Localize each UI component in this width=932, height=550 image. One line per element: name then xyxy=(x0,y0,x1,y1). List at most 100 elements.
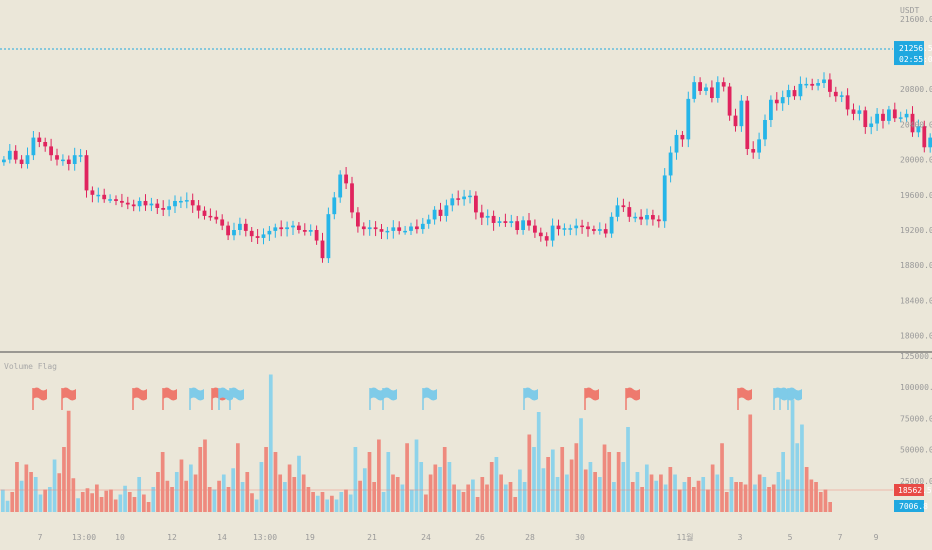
volume-bar xyxy=(522,482,527,512)
time-axis-label: 26 xyxy=(475,533,485,542)
candle xyxy=(450,193,455,212)
candlestick-series[interactable] xyxy=(2,30,932,263)
volume-bar xyxy=(400,484,405,512)
candle xyxy=(639,209,643,226)
price-axis-label: 19600.0 xyxy=(900,191,932,200)
flag-icon xyxy=(229,387,244,410)
volume-bar xyxy=(673,474,677,512)
volume-bar xyxy=(109,489,113,512)
volume-bar xyxy=(466,484,471,512)
candle xyxy=(721,77,726,92)
candle xyxy=(645,208,649,226)
candle xyxy=(621,198,626,212)
candle xyxy=(356,207,360,233)
candle xyxy=(415,219,419,234)
volume-bar xyxy=(62,447,66,512)
volume-bar xyxy=(184,480,189,512)
volume-bars xyxy=(1,374,832,512)
candle xyxy=(102,188,107,203)
volume-bar xyxy=(372,482,377,512)
candle xyxy=(574,218,579,236)
volume-bar xyxy=(386,452,391,512)
volume-bar xyxy=(532,447,536,512)
volume-bar xyxy=(15,462,19,512)
volume-bar xyxy=(43,489,48,512)
candle xyxy=(839,91,844,103)
candle xyxy=(680,131,685,147)
candle xyxy=(780,90,785,111)
indicator-label[interactable]: Volume Flag xyxy=(4,362,57,371)
volume-bar xyxy=(311,492,315,512)
candle xyxy=(19,155,24,169)
candle xyxy=(90,186,95,203)
candle xyxy=(208,208,213,221)
volume-bar xyxy=(29,472,33,512)
candle xyxy=(674,129,679,160)
candle xyxy=(881,109,885,129)
volume-bar xyxy=(687,477,691,512)
candle xyxy=(662,168,667,228)
candle xyxy=(249,227,254,242)
candle xyxy=(49,138,53,161)
volume-bar xyxy=(212,489,217,512)
candle xyxy=(55,148,59,166)
candle xyxy=(190,193,195,213)
candle xyxy=(757,132,761,160)
candle xyxy=(96,187,101,203)
candle xyxy=(338,170,343,203)
candle xyxy=(468,190,472,204)
volume-bar xyxy=(790,399,795,512)
volume-bar xyxy=(776,472,781,512)
candle xyxy=(403,225,407,235)
volume-bar xyxy=(485,484,489,512)
candle xyxy=(184,192,189,209)
volume-axis[interactable]: 125000.0 100000.0 75000.0 50000.0 25000.0 xyxy=(900,352,932,486)
candle xyxy=(710,80,714,103)
candle xyxy=(763,114,767,147)
time-axis-label: 7 xyxy=(838,533,843,542)
candle xyxy=(179,196,183,208)
candle xyxy=(869,116,874,135)
volume-bar xyxy=(254,499,259,512)
volume-axis-label: 125000.0 xyxy=(900,352,932,361)
candle xyxy=(916,119,921,138)
candle xyxy=(361,222,366,236)
volume-bar xyxy=(508,482,513,512)
candle xyxy=(420,217,425,234)
candle xyxy=(2,156,6,166)
candle xyxy=(769,95,773,128)
candle xyxy=(379,224,384,239)
volume-bar xyxy=(804,467,809,512)
candle xyxy=(7,144,12,164)
volume-bar xyxy=(142,494,146,512)
candle xyxy=(114,195,118,206)
volume-axis-label: 75000.0 xyxy=(900,414,932,423)
candle xyxy=(485,209,490,226)
candle xyxy=(544,232,549,247)
volume-bar xyxy=(367,452,372,512)
candle xyxy=(367,219,372,236)
time-axis-label: 21 xyxy=(367,533,377,542)
time-axis[interactable]: 7 13:00 10 12 14 13:00 19 21 24 26 28 30 11월 3 5 7 9 xyxy=(38,532,879,542)
volume-bar xyxy=(381,492,386,512)
volume-bar xyxy=(668,467,673,512)
candle xyxy=(851,103,856,121)
volume-bar xyxy=(189,464,193,512)
volume-bar xyxy=(95,484,99,512)
volume-bar xyxy=(179,459,184,512)
price-axis[interactable]: 21600.0 20800.0 20400.0 20000.0 19600.0 19200… xyxy=(900,15,932,341)
currency-label: USDT xyxy=(900,6,919,15)
candle xyxy=(845,88,850,116)
volume-bar xyxy=(630,482,635,512)
volume-bar xyxy=(456,489,461,512)
volume-bar xyxy=(414,439,419,512)
flag-icon xyxy=(584,387,599,410)
volume-bar xyxy=(268,374,273,512)
volume-bar xyxy=(438,467,442,512)
candle xyxy=(597,222,602,235)
volume-bar xyxy=(226,487,231,512)
volume-axis-label: 50000.0 xyxy=(900,446,932,455)
candle xyxy=(497,216,502,227)
volume-bar xyxy=(240,482,245,512)
